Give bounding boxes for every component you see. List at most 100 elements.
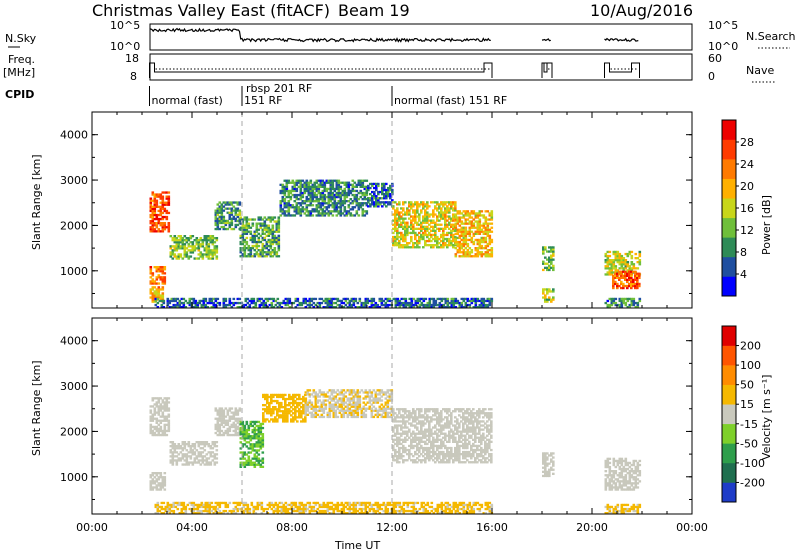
power-cell (414, 233, 417, 237)
power-cell (632, 301, 636, 305)
power-heatmap-cells (149, 179, 642, 309)
velocity-cell (356, 395, 360, 398)
power-cell (149, 213, 153, 217)
power-cell (396, 211, 399, 214)
power-cell (282, 301, 286, 305)
velocity-cell (430, 408, 433, 411)
velocity-cell (220, 409, 224, 412)
velocity-cell (243, 451, 247, 454)
velocity-cell (408, 448, 411, 452)
power-cell (252, 299, 256, 303)
velocity-cell (157, 431, 161, 435)
power-cell (372, 297, 376, 301)
power-cell (382, 303, 386, 307)
power-cell (446, 223, 449, 226)
power-cell (416, 246, 419, 249)
velocity-cell (189, 457, 193, 460)
power-cell (466, 232, 470, 235)
power-cell (618, 259, 622, 262)
power-cell (171, 251, 175, 254)
power-cell (230, 223, 234, 227)
velocity-cell (294, 393, 297, 397)
power-cell (257, 240, 261, 244)
power-cell (630, 280, 633, 284)
power-cell (618, 276, 621, 279)
velocity-cell (380, 403, 384, 406)
power-cell (410, 215, 413, 218)
power-cell (442, 244, 445, 247)
power-cell (340, 299, 344, 303)
power-cell (381, 201, 384, 204)
power-cell (279, 191, 283, 195)
power-cell (634, 282, 637, 286)
power-cell (153, 282, 157, 285)
velocity-cell (382, 409, 386, 412)
power-cell (351, 187, 355, 191)
velocity-cell (404, 432, 407, 435)
velocity-cell (374, 399, 378, 402)
power-cell (214, 217, 218, 220)
velocity-cell (364, 415, 368, 419)
power-cell (624, 267, 628, 270)
power-cell (287, 191, 291, 195)
power-cell (456, 216, 460, 219)
power-cell (249, 253, 253, 256)
velocity-cell (276, 401, 279, 405)
velocity-cell (424, 428, 427, 431)
velocity-cell (406, 414, 409, 417)
power-cell (432, 233, 435, 237)
power-cell (333, 206, 337, 209)
velocity-cell (316, 399, 320, 402)
velocity-cell (259, 437, 263, 440)
power-cell (374, 306, 378, 309)
power-cell (261, 249, 265, 252)
power-cell (422, 221, 425, 224)
power-cell (614, 274, 617, 277)
power-cell (335, 193, 339, 197)
power-cell (339, 208, 343, 211)
velocity-cell (402, 422, 405, 425)
velocity-cell (392, 430, 395, 433)
power-cell (544, 288, 547, 291)
velocity-cell (392, 426, 395, 429)
power-cell (612, 261, 616, 264)
velocity-cell (149, 411, 153, 414)
velocity-cell (173, 445, 177, 448)
velocity-cell (402, 416, 405, 419)
velocity-cell (332, 411, 336, 414)
velocity-cell (442, 461, 445, 464)
power-cell (285, 185, 289, 188)
power-cell (277, 218, 281, 221)
power-cell (371, 199, 374, 202)
power-cell (404, 217, 407, 220)
freq-curve (541, 62, 553, 78)
power-cell (340, 301, 344, 305)
power-cell (243, 216, 247, 219)
velocity-cell (171, 447, 175, 450)
velocity-cell (438, 461, 441, 464)
power-cell (283, 198, 287, 201)
power-cell (476, 232, 480, 235)
power-cell (151, 280, 155, 283)
velocity-cell (430, 440, 433, 443)
power-cell (402, 306, 406, 309)
velocity-cell (163, 401, 167, 404)
power-cell (456, 301, 460, 305)
power-cell (216, 221, 220, 225)
power-cell (304, 306, 308, 309)
power-cell (323, 212, 327, 215)
power-cell (151, 292, 155, 295)
velocity-cell (159, 476, 163, 479)
velocity-cell (201, 455, 205, 458)
power-cell (258, 303, 262, 307)
velocity-cell (432, 453, 435, 456)
power-cell (414, 221, 417, 224)
power-cell (428, 219, 431, 222)
power-cell (236, 209, 240, 212)
power-cell (392, 227, 395, 230)
velocity-cell (430, 430, 433, 433)
power-cell (343, 208, 347, 211)
power-cell (293, 214, 297, 217)
velocity-cell (440, 444, 443, 448)
power-cell (618, 252, 622, 256)
